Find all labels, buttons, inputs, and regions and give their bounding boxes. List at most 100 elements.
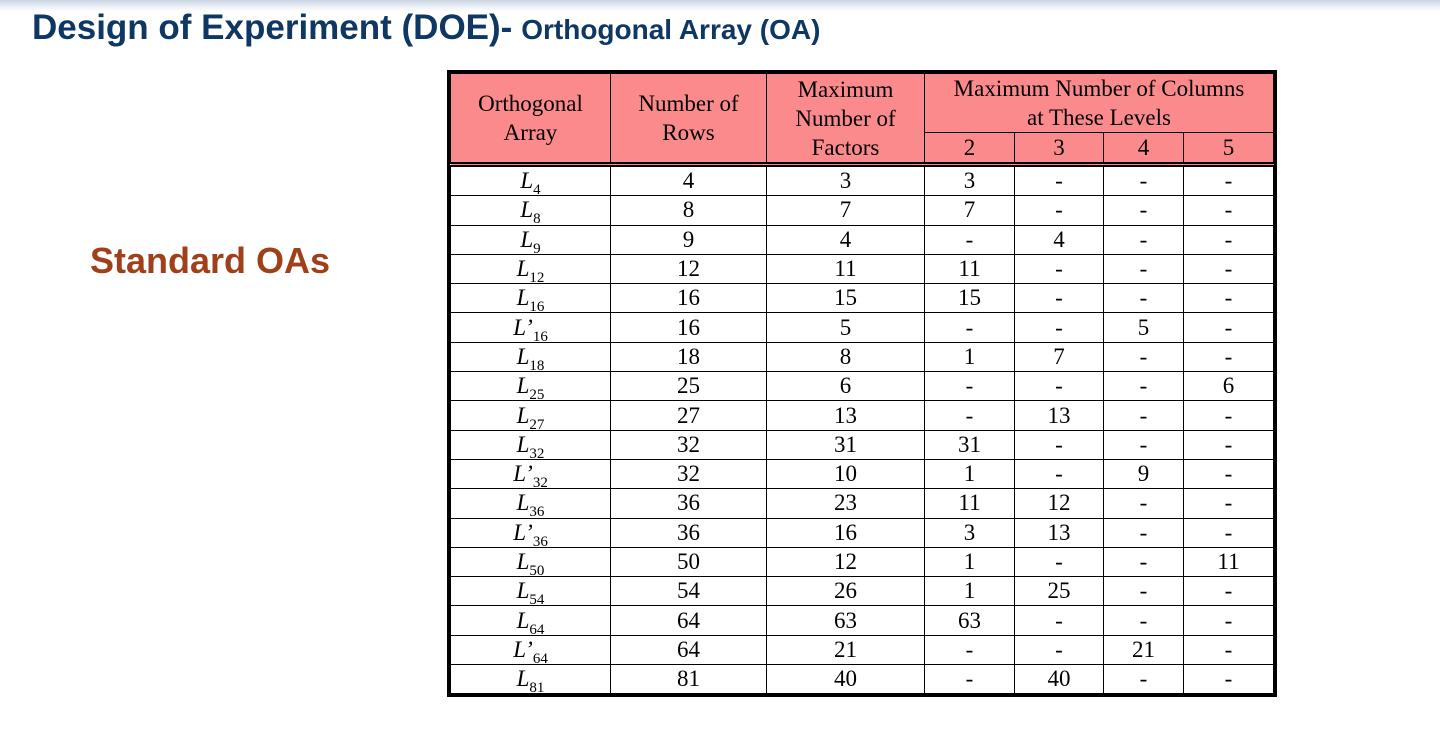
factors-cell: 8 bbox=[766, 341, 925, 373]
array-name-cell: L27 bbox=[450, 400, 611, 433]
level-2-cell: 1 bbox=[924, 458, 1015, 490]
level-2-cell: 1 bbox=[924, 546, 1015, 578]
array-name-cell: L’32 bbox=[450, 458, 611, 491]
level-3-cell: 25 bbox=[1014, 576, 1104, 607]
factors-cell: 12 bbox=[766, 546, 925, 578]
array-name-cell: L16 bbox=[450, 283, 611, 315]
level-4-cell: - bbox=[1103, 400, 1184, 431]
level-4-cell: - bbox=[1103, 488, 1184, 519]
factors-cell: 13 bbox=[766, 400, 925, 431]
array-prime: ’ bbox=[525, 461, 533, 487]
rows-cell: 50 bbox=[610, 546, 767, 578]
array-subscript: 27 bbox=[529, 416, 545, 433]
array-letter: L bbox=[516, 285, 530, 311]
level-3-cell: 40 bbox=[1014, 664, 1104, 695]
array-prime: ’ bbox=[525, 519, 533, 545]
level-2-cell: 7 bbox=[924, 195, 1015, 226]
table-row: L’36 36 16 3 13- - bbox=[450, 517, 1274, 550]
level-4-cell: - bbox=[1103, 546, 1184, 578]
title-sub: Orthogonal Array (OA) bbox=[521, 14, 821, 45]
array-name-cell: L36 bbox=[450, 488, 611, 520]
level-3-cell: - bbox=[1014, 429, 1104, 460]
array-subscript: 8 bbox=[533, 211, 541, 228]
title-main: Design of Experiment (DOE)- bbox=[32, 8, 513, 47]
level-4-cell: - bbox=[1103, 341, 1184, 373]
table-row: L25 25 6- - -6 bbox=[450, 371, 1274, 403]
factors-cell: 15 bbox=[766, 283, 925, 314]
rows-cell: 27 bbox=[610, 400, 767, 431]
rows-cell: 12 bbox=[610, 253, 767, 285]
array-subscript: 36 bbox=[532, 533, 548, 550]
array-subscript: 12 bbox=[529, 270, 545, 287]
level-5-cell: - bbox=[1183, 195, 1274, 226]
rows-cell: 81 bbox=[610, 664, 767, 695]
array-name: L64 bbox=[517, 608, 545, 638]
factors-cell: 23 bbox=[766, 488, 925, 519]
array-letter: L bbox=[516, 373, 530, 399]
array-name: L’64 bbox=[513, 636, 548, 667]
level-3-cell: - bbox=[1014, 283, 1104, 314]
rows-cell: 18 bbox=[610, 341, 767, 373]
level-4-cell: - bbox=[1103, 283, 1184, 314]
table-row: L18 18 8 1 7- - bbox=[450, 341, 1274, 374]
table-row: L’64 64 21- -21- bbox=[450, 634, 1274, 667]
array-name: L8 bbox=[520, 197, 540, 227]
array-letter: L bbox=[516, 343, 530, 369]
level-2-cell: 3 bbox=[924, 161, 1015, 197]
array-letter: L bbox=[516, 256, 530, 282]
array-letter: L bbox=[516, 549, 530, 574]
rows-cell: 16 bbox=[610, 283, 767, 314]
array-name: L54 bbox=[516, 578, 545, 608]
level-5-cell: - bbox=[1183, 341, 1274, 373]
array-name: L27 bbox=[516, 402, 545, 433]
array-name: L81 bbox=[517, 666, 545, 696]
level-3-cell: - bbox=[1014, 371, 1104, 402]
array-letter: L bbox=[513, 636, 526, 662]
level-4-cell: - bbox=[1103, 517, 1184, 548]
array-name: L’36 bbox=[513, 519, 548, 550]
header-max-columns-at-levels: Maximum Number of Columns at These Level… bbox=[924, 73, 1274, 133]
array-letter: L bbox=[516, 402, 530, 428]
level-5-cell: 11 bbox=[1183, 546, 1274, 578]
table-row: L27 27 13-13- - bbox=[450, 400, 1274, 433]
level-3-cell: 7 bbox=[1014, 341, 1104, 373]
array-name-cell: L’36 bbox=[450, 517, 611, 550]
level-3-cell: - bbox=[1014, 546, 1104, 578]
level-4-cell: - bbox=[1103, 195, 1184, 226]
array-letter: L bbox=[520, 226, 534, 252]
header-row-1: Orthogonal Array Number of Rows Maximum … bbox=[450, 73, 1274, 165]
level-2-cell: - bbox=[924, 224, 1015, 255]
header-level: 5 bbox=[1183, 132, 1274, 165]
factors-cell: 63 bbox=[766, 605, 925, 636]
level-2-cell: 11 bbox=[924, 488, 1015, 519]
table-row: L36 36 23 11 12- - bbox=[450, 488, 1274, 520]
table-row: L8 8 7 7- - - bbox=[450, 195, 1274, 227]
level-5-cell: - bbox=[1183, 400, 1274, 431]
array-name: L50 bbox=[516, 549, 545, 579]
array-name-cell: L54 bbox=[450, 576, 611, 608]
level-3-cell: - bbox=[1014, 634, 1104, 666]
level-3-cell: 13 bbox=[1014, 517, 1104, 548]
header-label: Number of bbox=[795, 105, 896, 131]
array-name-cell: L4 bbox=[450, 161, 611, 198]
level-5-cell: - bbox=[1183, 605, 1274, 636]
level-2-cell: - bbox=[924, 634, 1015, 666]
header-label: Orthogonal bbox=[478, 91, 583, 116]
array-letter: L bbox=[520, 197, 534, 223]
array-subscript: 18 bbox=[529, 357, 545, 374]
level-5-cell: 6 bbox=[1183, 371, 1274, 402]
level-5-cell: - bbox=[1183, 253, 1274, 285]
array-letter: L bbox=[513, 314, 526, 340]
array-name-cell: L25 bbox=[450, 371, 611, 403]
array-letter: L bbox=[516, 431, 530, 457]
array-name: L’32 bbox=[513, 461, 548, 491]
array-name-cell: L9 bbox=[450, 224, 611, 256]
level-2-cell: 3 bbox=[924, 517, 1015, 548]
table-row: L64 64 63 63- - - bbox=[450, 605, 1274, 638]
header-orthogonal-array: Orthogonal Array bbox=[450, 73, 611, 165]
header-label: Array bbox=[503, 120, 558, 145]
rows-cell: 16 bbox=[610, 312, 767, 343]
array-letter: L bbox=[516, 578, 530, 604]
array-name-cell: L81 bbox=[450, 664, 611, 696]
level-2-cell: - bbox=[924, 312, 1015, 343]
